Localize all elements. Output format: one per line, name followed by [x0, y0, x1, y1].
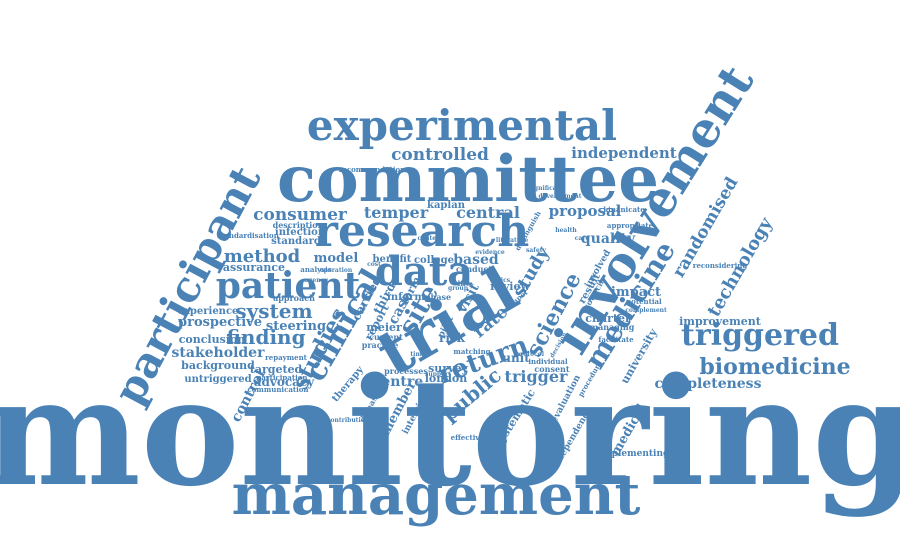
word-communication: communication	[247, 385, 308, 394]
word-effectiveness: effectiveness	[451, 433, 502, 442]
word-description: description	[273, 220, 324, 230]
word-management: management	[232, 462, 641, 528]
word-care: care	[575, 235, 590, 242]
word-risk: risk	[439, 331, 466, 345]
word-unit: unit	[502, 351, 530, 365]
word-support: support	[425, 371, 451, 378]
word-facilitate: facilitate	[598, 335, 634, 344]
word-model: model	[314, 251, 359, 266]
word-based: based	[453, 252, 499, 268]
word-patient: patient	[216, 265, 361, 307]
word-cost: cost	[367, 261, 381, 268]
word-finding: finding	[226, 325, 305, 349]
word-charter: charter	[585, 312, 631, 325]
word-approach: approach	[273, 293, 315, 303]
word-recommendation: recommendation	[339, 165, 406, 174]
word-experimental: experimental	[307, 101, 617, 150]
word-temper: temper	[364, 203, 429, 222]
word-advocacy: advocacy	[254, 375, 316, 389]
word-appropriate: appropriate	[607, 221, 654, 230]
word-implementing: implementing	[599, 449, 670, 459]
word-trigger: trigger	[505, 367, 568, 386]
word-centre: centre	[373, 374, 423, 390]
word-quality: quality	[581, 231, 636, 247]
word-kaplan: kaplan	[427, 200, 466, 211]
word-kinanicate: kinanicate	[603, 205, 645, 214]
word-life: life	[458, 279, 471, 288]
word-consent: consent	[534, 364, 569, 374]
word-participation: participation	[256, 373, 307, 382]
word-london: london	[425, 372, 468, 385]
word-prospective: prospective	[178, 315, 262, 330]
word-complement: complement	[625, 307, 667, 314]
word-phase: phase	[425, 292, 451, 302]
word-targeted: targeted	[250, 363, 303, 376]
word-method: method	[224, 246, 301, 267]
word-development: development	[538, 193, 581, 200]
word-untriggered: untriggered	[184, 374, 251, 385]
word-safety: safety	[526, 247, 546, 254]
word-time: time	[410, 351, 425, 358]
word-survey: survey	[428, 362, 468, 375]
word-ethics: ethics	[490, 277, 511, 284]
word-standard: standard	[271, 236, 321, 247]
word-practice: practice	[362, 340, 399, 350]
word-group: group	[448, 285, 468, 292]
word-committee: committee	[277, 142, 659, 217]
word-protocol: protocol	[516, 351, 545, 358]
word-repayment: repayment	[265, 353, 308, 362]
word-consumer: consumer	[253, 205, 348, 225]
word-independent: independent	[571, 144, 677, 162]
word-infection: infection	[275, 227, 326, 238]
word-monitoring: monitoring	[0, 345, 900, 519]
word-current: current	[369, 332, 403, 342]
word-individual: individual	[528, 357, 568, 366]
word-college: college	[414, 255, 454, 266]
word-context: context	[418, 235, 443, 242]
word-assurance: assurance	[223, 261, 285, 274]
word-triggered: triggered	[681, 318, 839, 353]
word-inform: inform	[387, 292, 425, 303]
word-health: health	[555, 227, 577, 234]
word-processes: processes	[384, 366, 428, 376]
word-background: background	[181, 359, 255, 372]
word-biomedicine: biomedicine	[699, 354, 850, 380]
word-impact: impact	[611, 285, 661, 300]
word-agency: agency	[304, 277, 328, 284]
word-matching: matching	[453, 347, 490, 356]
word-improvement: improvement	[679, 315, 762, 328]
word-central: central	[456, 203, 520, 222]
word-evidence: evidence	[475, 249, 505, 256]
word-significant: significant	[528, 185, 564, 192]
word-literature: literature	[496, 237, 528, 244]
word-operation: operation	[320, 267, 353, 274]
word-contribution: contribution	[327, 417, 370, 424]
word-data: data	[375, 248, 473, 295]
word-meier: meier	[366, 321, 402, 334]
word-review: review	[490, 280, 530, 293]
word-system: system	[235, 299, 312, 323]
word-experience: experience	[178, 306, 239, 317]
word-stakeholder: stakeholder	[172, 345, 266, 361]
word-potential: potential	[626, 297, 662, 306]
word-standardisation: standardisation	[217, 231, 279, 240]
word-reconsidering: reconsidering	[693, 261, 748, 270]
word-conduct: conduct	[456, 264, 492, 274]
word-benefit: benefit	[373, 254, 412, 265]
word-completeness: completeness	[655, 376, 762, 392]
word-proposal: proposal	[549, 202, 622, 220]
word-conclusion: conclusion	[179, 333, 246, 346]
word-controlled: controlled	[391, 145, 489, 165]
word-analysis: analysis	[300, 265, 331, 274]
word-steering: steering	[266, 319, 326, 334]
word-research: research	[315, 206, 529, 257]
word-managing: managing	[590, 322, 635, 332]
